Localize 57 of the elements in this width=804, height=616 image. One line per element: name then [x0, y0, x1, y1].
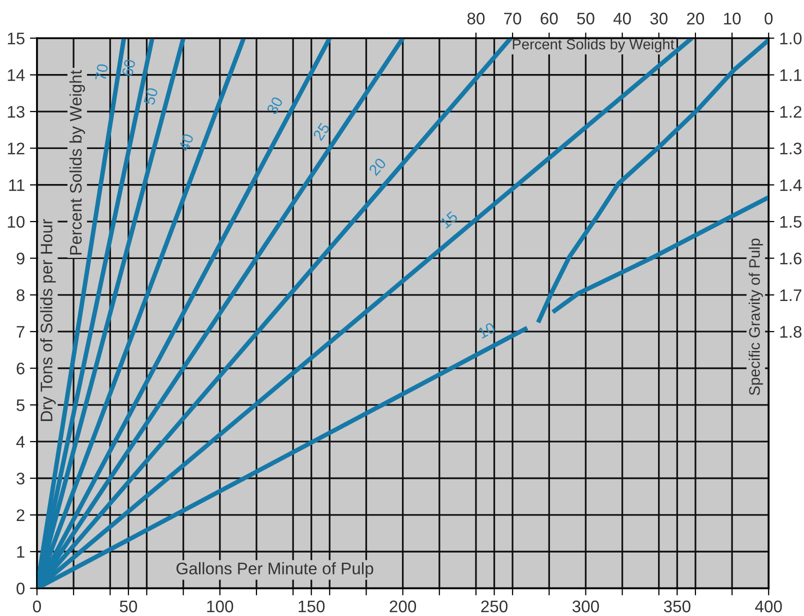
y-tick-label: 7: [16, 326, 24, 338]
y-tick-label: 12: [8, 142, 24, 154]
y2-tick-label: 1.6: [780, 252, 802, 264]
x-tick-label: 400: [755, 600, 782, 612]
y-tick-label: 14: [8, 69, 25, 81]
x-tick-label: 50: [120, 600, 138, 612]
x-tick-label: 350: [664, 600, 690, 612]
y-tick-label: 4: [16, 436, 25, 448]
y-tick-label: 5: [16, 399, 24, 412]
x2-tick-label: 0: [764, 12, 773, 24]
annotation: 60: [122, 58, 136, 76]
annotation: 20: [368, 157, 387, 176]
annotation: 25: [312, 122, 330, 142]
y2-tick-label: 1.8: [780, 326, 802, 338]
y-tick-label: 9: [16, 252, 24, 264]
x-tick-label: 200: [390, 600, 416, 612]
x2-tick-label: 40: [613, 12, 631, 24]
y2-tick-label: 1.0: [780, 32, 802, 44]
x-tick-label: 0: [33, 600, 41, 612]
annotation: 70: [95, 64, 108, 81]
x-axis-title: Gallons Per Minute of Pulp: [176, 562, 374, 578]
x-tick-label: 100: [207, 600, 234, 612]
x2-tick-label: 70: [504, 12, 522, 24]
y2-tick-label: 1.1: [780, 69, 802, 81]
annotation: Percent Solids by Weight: [69, 70, 85, 254]
x2-axis-title: Percent Solids by Weight: [512, 38, 674, 52]
x-tick-label: 300: [572, 600, 599, 612]
y-tick-label: 1: [17, 546, 24, 558]
y-tick-label: 3: [16, 472, 24, 484]
x-tick-label: 150: [298, 600, 325, 612]
x-tick-label: 250: [481, 600, 508, 612]
y-tick-label: 8: [16, 289, 24, 302]
y-tick-label: 15: [8, 32, 24, 44]
y-axis-title: Dry Tons of Solids per Hour: [40, 219, 56, 421]
annotation: 15: [440, 210, 458, 229]
x2-tick-label: 10: [724, 12, 741, 24]
annotation: 10: [477, 322, 496, 339]
y-tick-label: 0: [16, 582, 25, 594]
y2-tick-label: 1.4: [780, 179, 802, 191]
x2-tick-label: 30: [650, 12, 668, 24]
y2-axis-title: Specific Gravity of Pulp: [748, 238, 763, 396]
y2-tick-label: 1.3: [780, 142, 802, 154]
x2-tick-label: 80: [467, 12, 485, 24]
y2-tick-label: 1.2: [780, 106, 802, 118]
x2-tick-label: 50: [577, 12, 594, 24]
y-tick-label: 11: [9, 179, 24, 191]
annotation: 50: [144, 87, 158, 106]
annotation: 30: [266, 96, 284, 116]
x2-tick-label: 20: [687, 12, 704, 24]
y-tick-label: 6: [16, 362, 24, 374]
annotation: 40: [178, 133, 194, 152]
y2-tick-label: 1.5: [780, 216, 802, 228]
y-tick-label: 2: [16, 509, 24, 521]
y-tick-label: 13: [8, 106, 24, 118]
y-tick-label: 10: [8, 216, 25, 228]
y2-tick-label: 1.7: [780, 289, 802, 301]
x2-tick-label: 60: [540, 12, 558, 24]
